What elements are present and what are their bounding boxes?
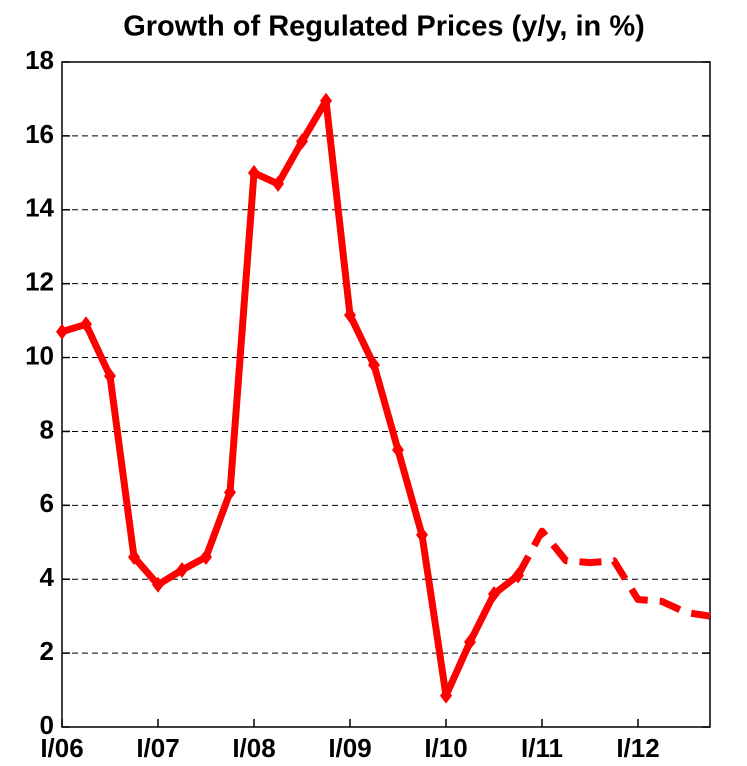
marker <box>488 586 500 602</box>
y-tick-label: 14 <box>25 193 54 223</box>
marker <box>104 368 116 385</box>
marker <box>272 175 284 192</box>
plot-frame <box>61 61 711 728</box>
y-tick-label: 4 <box>40 562 55 592</box>
marker <box>80 316 92 333</box>
marker <box>416 526 428 543</box>
chart-title: Growth of Regulated Prices (y/y, in %) <box>123 11 645 43</box>
x-tick-label: I/06 <box>40 733 83 763</box>
line <box>60 97 521 700</box>
marker <box>440 687 452 704</box>
marker <box>464 634 476 651</box>
x-tick-label: I/10 <box>424 733 467 763</box>
marker <box>248 164 260 181</box>
y-tick-label: 0 <box>40 710 54 740</box>
marker <box>56 323 68 340</box>
marker <box>152 576 164 593</box>
y-tick-label: 18 <box>25 45 54 75</box>
x-tick-label: I/07 <box>136 733 179 763</box>
y-tick-label: 2 <box>40 636 54 666</box>
y-tick-label: 10 <box>25 340 54 370</box>
x-tick-label: I/11 <box>521 733 563 763</box>
marker <box>128 549 140 566</box>
line <box>514 527 711 620</box>
y-tick-label: 6 <box>40 488 54 518</box>
marker <box>176 561 188 578</box>
y-tick-label: 8 <box>40 414 54 444</box>
marker <box>392 441 404 458</box>
marker <box>368 356 380 373</box>
marker <box>344 307 356 324</box>
y-tick-label: 12 <box>25 267 54 297</box>
marker <box>320 92 332 109</box>
x-tick-label: I/09 <box>328 733 371 763</box>
x-tick-label: I/08 <box>232 733 275 763</box>
marker <box>296 133 308 150</box>
x-tick-label: I/12 <box>616 733 659 763</box>
y-tick-label: 16 <box>25 119 54 149</box>
marker <box>224 484 236 501</box>
marker <box>200 549 212 566</box>
